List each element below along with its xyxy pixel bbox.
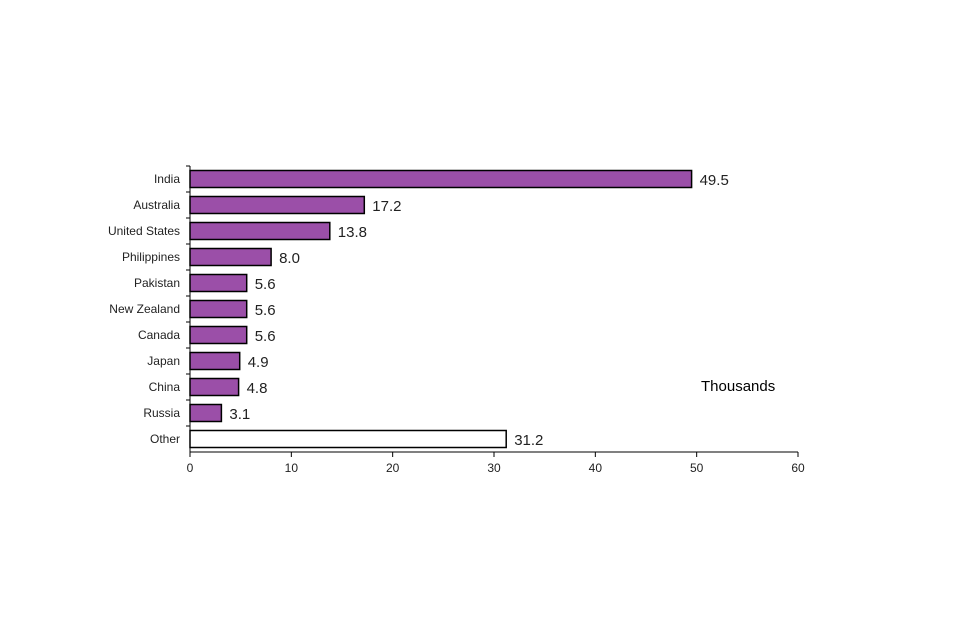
bar-other: [189, 429, 507, 449]
x-tick-label: 50: [690, 461, 704, 475]
category-label-pakistan: Pakistan: [134, 276, 180, 290]
value-label-japan: 4.9: [248, 354, 269, 371]
value-label-russia: 3.1: [229, 406, 250, 423]
bar-pakistan: [189, 273, 248, 293]
bar-philippines: [189, 247, 272, 267]
value-label-new-zealand: 5.6: [255, 302, 276, 319]
category-label-other: Other: [150, 432, 180, 446]
value-label-pakistan: 5.6: [255, 276, 276, 293]
x-tick-label: 40: [589, 461, 603, 475]
category-label-japan: Japan: [147, 354, 180, 368]
bar-japan: [189, 351, 241, 371]
category-label-new-zealand: New Zealand: [109, 302, 180, 316]
bar-new-zealand: [189, 299, 248, 319]
axes: [186, 165, 799, 457]
unit-annotation: Thousands: [701, 378, 775, 395]
category-label-canada: Canada: [138, 328, 180, 342]
category-label-russia: Russia: [143, 406, 180, 420]
category-label-india: India: [154, 172, 180, 186]
bar-russia: [189, 403, 223, 423]
bar-india: [189, 169, 693, 189]
category-label-united-states: United States: [108, 224, 180, 238]
x-tick-label: 10: [285, 461, 299, 475]
value-label-australia: 17.2: [372, 198, 401, 215]
x-tick-label: 0: [187, 461, 194, 475]
value-label-india: 49.5: [700, 172, 729, 189]
labels-layer: India 49.5 Australia 17.2 United States 13.8 P…: [108, 172, 805, 475]
x-tick-label: 60: [791, 461, 805, 475]
x-tick-label: 30: [487, 461, 501, 475]
value-label-canada: 5.6: [255, 328, 276, 345]
bar-china: [189, 377, 240, 397]
category-label-australia: Australia: [133, 198, 180, 212]
category-label-philippines: Philippines: [122, 250, 180, 264]
bar-australia: [189, 195, 366, 215]
x-tick-label: 20: [386, 461, 400, 475]
category-label-china: China: [149, 380, 181, 394]
value-label-united-states: 13.8: [338, 224, 367, 241]
value-label-other: 31.2: [514, 432, 543, 449]
bar-canada: [189, 325, 248, 345]
value-label-china: 4.8: [247, 380, 268, 397]
value-label-philippines: 8.0: [279, 250, 300, 267]
bar-united-states: [189, 221, 331, 241]
